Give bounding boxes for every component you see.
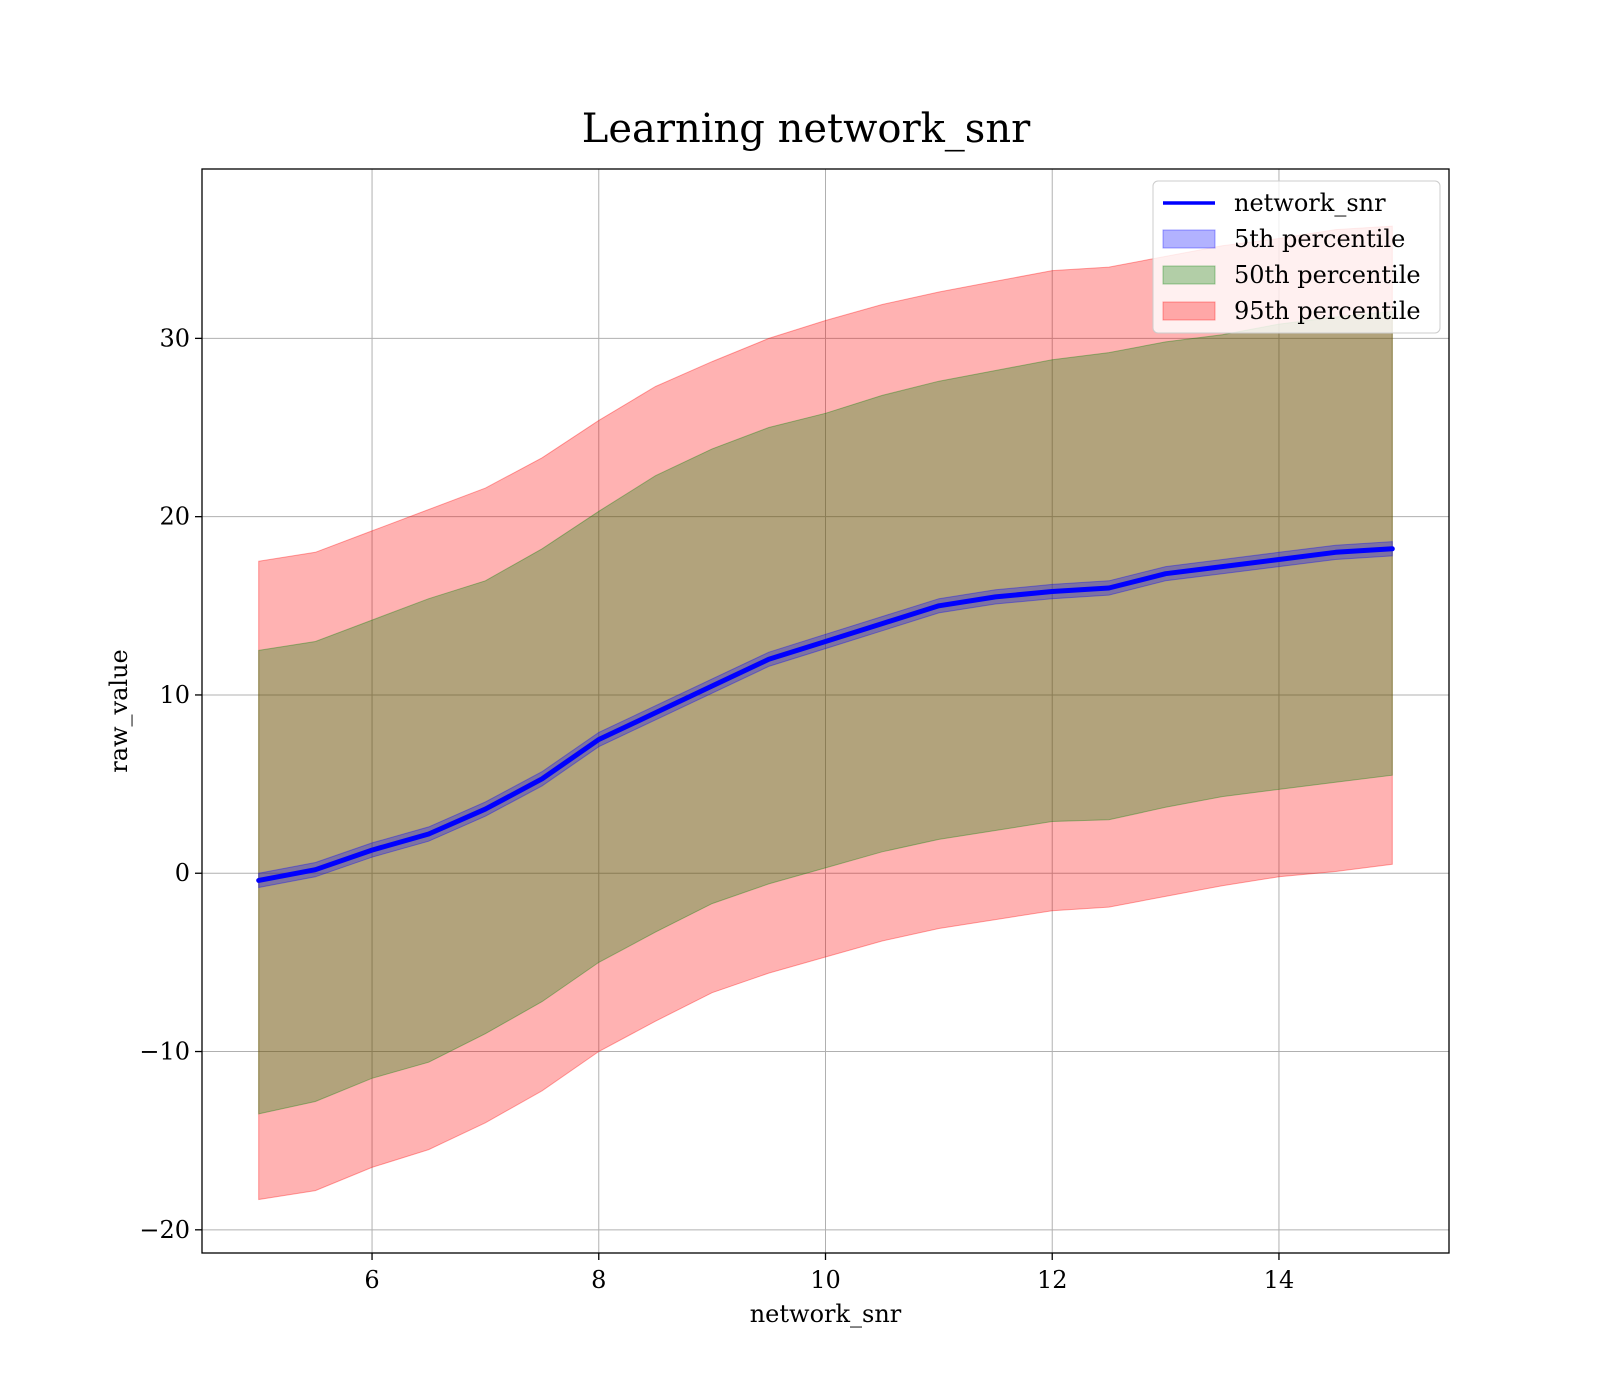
legend-swatch-50th-percentile [1162,265,1216,285]
percentile-bands [258,225,1393,1201]
band-95th-percentile [258,225,1393,1201]
band-50th-percentile [258,311,1393,1115]
y-tick-label: 10 [159,681,190,709]
x-axis-label: network_snr [750,1300,902,1328]
x-tick-label: 14 [1264,1266,1295,1294]
x-tick-label: 12 [1037,1266,1068,1294]
legend-label-95th-percentile: 95th percentile [1234,297,1421,325]
chart-title: Learning network_snr [582,106,1031,152]
legend-swatch-95th-percentile [1162,301,1216,321]
legend-label-5th-percentile: 5th percentile [1234,225,1405,253]
legend-label-network-snr: network_snr [1234,189,1386,217]
grid-lines [202,169,1449,1253]
legend: network_snr 5th percentile 50th percentile… [1152,180,1441,334]
band-5th-percentile [258,541,1393,889]
legend-label-50th-percentile: 50th percentile [1234,261,1421,289]
x-tick-label: 10 [810,1266,841,1294]
x-axis-ticks: 6 8 10 12 14 [364,1253,1294,1294]
y-axis-ticks: −20 −10 0 10 20 30 [139,324,202,1244]
x-tick-label: 8 [591,1266,606,1294]
y-tick-label: 0 [175,859,190,887]
y-axis-label: raw_value [105,649,133,773]
series-line-network-snr [256,546,1395,883]
y-tick-label: −20 [139,1216,190,1244]
legend-swatch-5th-percentile [1162,229,1216,249]
y-tick-label: 30 [159,324,190,352]
y-tick-label: −10 [139,1038,190,1066]
y-tick-label: 20 [159,503,190,531]
legend-box [1152,180,1441,334]
series-lines [256,546,1395,883]
x-tick-label: 6 [364,1266,379,1294]
